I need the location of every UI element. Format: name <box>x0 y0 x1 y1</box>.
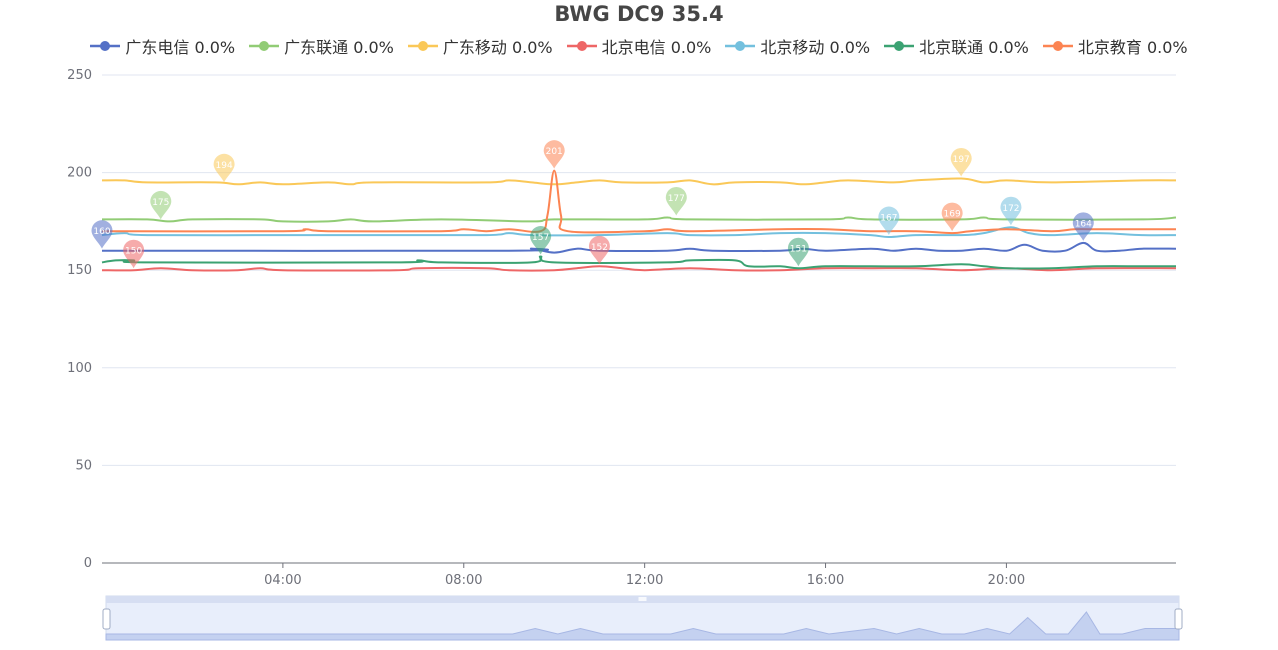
series-line-4 <box>101 265 1177 272</box>
series-line-1 <box>101 241 1177 254</box>
legend-line-icon <box>1042 41 1073 51</box>
legend-line-icon <box>90 41 121 51</box>
y-tick-label: 150 <box>67 263 92 278</box>
x-tick-label: 08:00 <box>445 573 482 588</box>
marker-pin-7-1 <box>543 140 565 169</box>
marker-pin-2-1 <box>150 190 172 220</box>
series-line-3 <box>101 177 1177 186</box>
marker-pin-6-1 <box>530 226 552 255</box>
legend-label: 北京电信 0.0% <box>601 38 712 57</box>
legend-item-4[interactable]: 北京电信 0.0% <box>566 34 712 58</box>
marker-pin-2-1-label: 175 <box>152 198 169 208</box>
marker-pin-2-2 <box>665 186 687 216</box>
legend-item-7[interactable]: 北京教育 0.0% <box>1042 34 1188 58</box>
marker-pin-5-1-label: 167 <box>880 214 897 224</box>
zoom-slider-preview <box>105 611 1180 641</box>
marker-pin-1-2 <box>1072 212 1094 241</box>
series-line-6 <box>101 255 1176 270</box>
legend-label: 北京联通 0.0% <box>919 38 1029 57</box>
marker-pin-6-2 <box>787 237 809 267</box>
legend-label: 广东联通 0.0% <box>284 38 394 57</box>
legend-label: 广东电信 0.0% <box>125 38 236 57</box>
y-tick-label: 0 <box>84 556 92 571</box>
x-tick-label: 16:00 <box>807 573 844 588</box>
legend-line-icon <box>249 41 280 51</box>
zoom-handle-left[interactable] <box>102 608 111 630</box>
legend-item-5[interactable]: 北京移动 0.0% <box>725 34 870 58</box>
marker-pin-7-2 <box>941 202 963 232</box>
x-tick-label: 04:00 <box>264 573 301 588</box>
marker-pin-1-1-label: 160 <box>93 227 110 237</box>
marker-pin-5-2 <box>1000 196 1022 226</box>
marker-pin-6-1-label: 157 <box>532 233 549 243</box>
marker-pin-3-1 <box>213 153 235 183</box>
marker-pin-7-2-label: 169 <box>944 210 961 220</box>
marker-pin-5-2-label: 172 <box>1002 204 1019 214</box>
legend-label: 北京教育 0.0% <box>1077 38 1188 57</box>
legend-label: 北京移动 0.0% <box>760 38 871 57</box>
legend-label: 广东移动 0.0% <box>442 38 553 57</box>
zoom-move-handle[interactable] <box>638 597 647 601</box>
y-tick-label: 50 <box>75 458 92 473</box>
series-line-2 <box>101 216 1177 223</box>
marker-pin-2-2-label: 177 <box>668 194 685 204</box>
series-line-5 <box>101 226 1177 239</box>
marker-pin-4-1-label: 150 <box>125 247 142 257</box>
legend-item-3[interactable]: 广东移动 0.0% <box>407 34 553 58</box>
legend-item-2[interactable]: 广东联通 0.0% <box>249 34 394 58</box>
marker-pin-7-1-label: 201 <box>546 147 563 157</box>
y-tick-label: 250 <box>67 68 92 83</box>
legend-item-6[interactable]: 北京联通 0.0% <box>884 34 1029 58</box>
marker-pin-1-1 <box>91 220 113 249</box>
legend-line-icon <box>566 41 597 51</box>
x-tick-label: 20:00 <box>988 573 1025 588</box>
marker-pin-5-1 <box>878 206 900 236</box>
marker-pin-4-1 <box>123 239 145 269</box>
marker-pin-3-2-label: 197 <box>953 155 970 165</box>
legend-line-icon <box>407 41 438 51</box>
marker-pin-3-1-label: 194 <box>216 161 233 171</box>
marker-pin-4-2 <box>588 235 610 265</box>
chart-title: BWG DC9 35.4 <box>554 2 724 26</box>
legend-line-icon <box>725 41 756 51</box>
marker-pin-1-2-label: 164 <box>1075 219 1092 229</box>
y-tick-label: 100 <box>67 361 92 376</box>
series-line-7 <box>101 169 1176 235</box>
marker-pin-3-2 <box>950 147 972 177</box>
y-tick-label: 200 <box>67 166 92 181</box>
x-tick-label: 12:00 <box>626 573 663 588</box>
legend-line-icon <box>884 41 915 51</box>
legend-item-1[interactable]: 广东电信 0.0% <box>90 34 235 58</box>
marker-pin-6-2-label: 151 <box>790 245 807 255</box>
marker-pin-4-2-label: 152 <box>591 243 608 253</box>
zoom-handle-right[interactable] <box>1174 608 1183 630</box>
legend: 广东电信 0.0% 广东联通 0.0% 广东移动 0.0% 北京电信 0.0% 北京移动… <box>0 34 1278 58</box>
